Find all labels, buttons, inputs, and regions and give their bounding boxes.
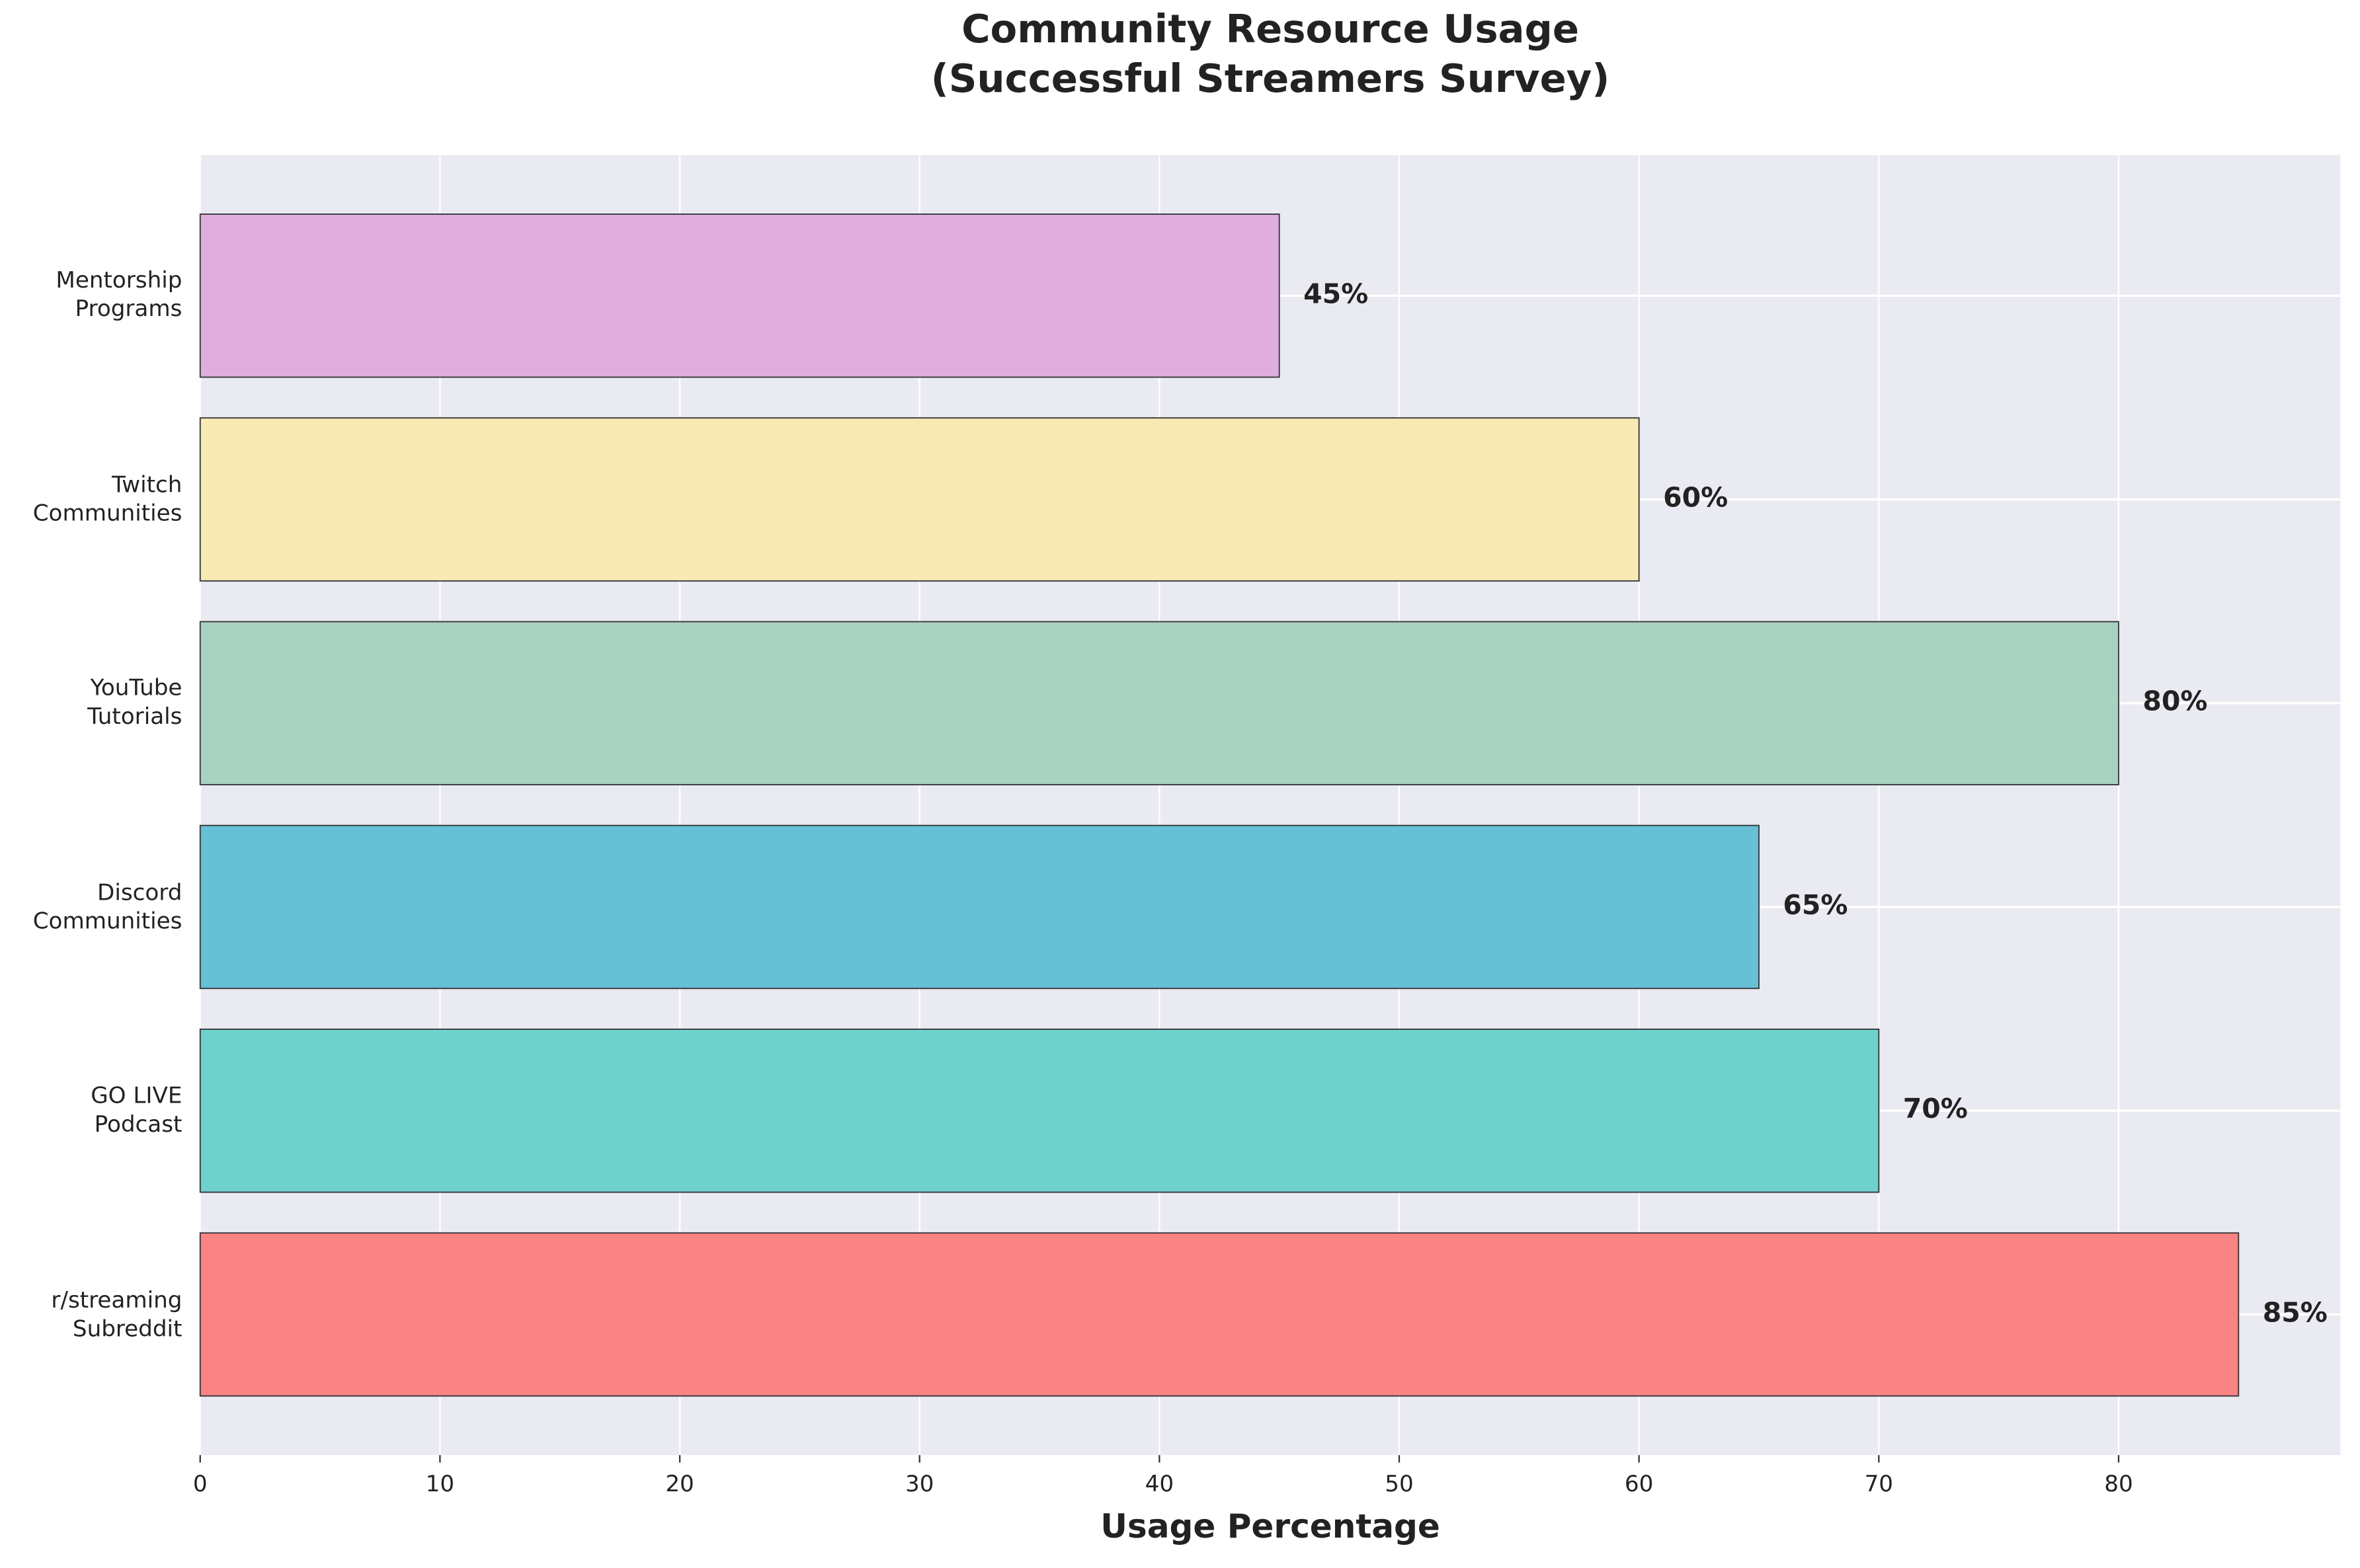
x-tick-label: 20 [665,1471,694,1497]
x-tick-label: 60 [1625,1471,1653,1497]
bar [199,824,1760,990]
x-tick-label: 70 [1865,1471,1893,1497]
value-label: 45% [1303,278,1368,309]
y-tick-label-box: Twitch Communities [32,471,183,527]
x-tick-label: 0 [193,1471,208,1497]
y-tick-label-box: Discord Communities [32,878,183,934]
y-tick-label: Twitch Communities [32,471,183,527]
title-box: Community Resource Usage (Successful Str… [930,7,1610,102]
x-tick-label: 10 [426,1471,454,1497]
y-tick-label: Mentorship Programs [56,267,183,323]
y-tick-label: Discord Communities [32,878,183,934]
bar [199,214,1280,378]
value-label: 60% [1663,482,1728,514]
bar [199,1029,1880,1193]
value-label: 65% [1783,889,1848,921]
x-tick-label: 50 [1385,1471,1413,1497]
value-label: 70% [1903,1093,1968,1124]
bar [199,621,2119,785]
y-tick-label: r/streaming Subreddit [51,1286,183,1342]
chart-title: Community Resource Usage (Successful Str… [930,7,1610,102]
y-tick-label-box: r/streaming Subreddit [51,1286,183,1342]
y-tick-label: YouTube Tutorials [87,674,183,730]
x-tick-label: 80 [2104,1471,2133,1497]
y-tick-label-box: YouTube Tutorials [87,674,183,730]
x-tick-label: 40 [1145,1471,1174,1497]
y-tick-label: GO LIVE Podcast [91,1081,183,1138]
value-label: 80% [2142,686,2207,717]
bar [199,1232,2240,1397]
value-label: 85% [2263,1296,2328,1328]
x-axis-label: Usage Percentage [1100,1507,1440,1546]
bar [199,417,1640,582]
x-tick-label: 30 [905,1471,934,1497]
y-tick-label-box: Mentorship Programs [56,267,183,323]
y-tick-label-box: GO LIVE Podcast [91,1081,183,1138]
